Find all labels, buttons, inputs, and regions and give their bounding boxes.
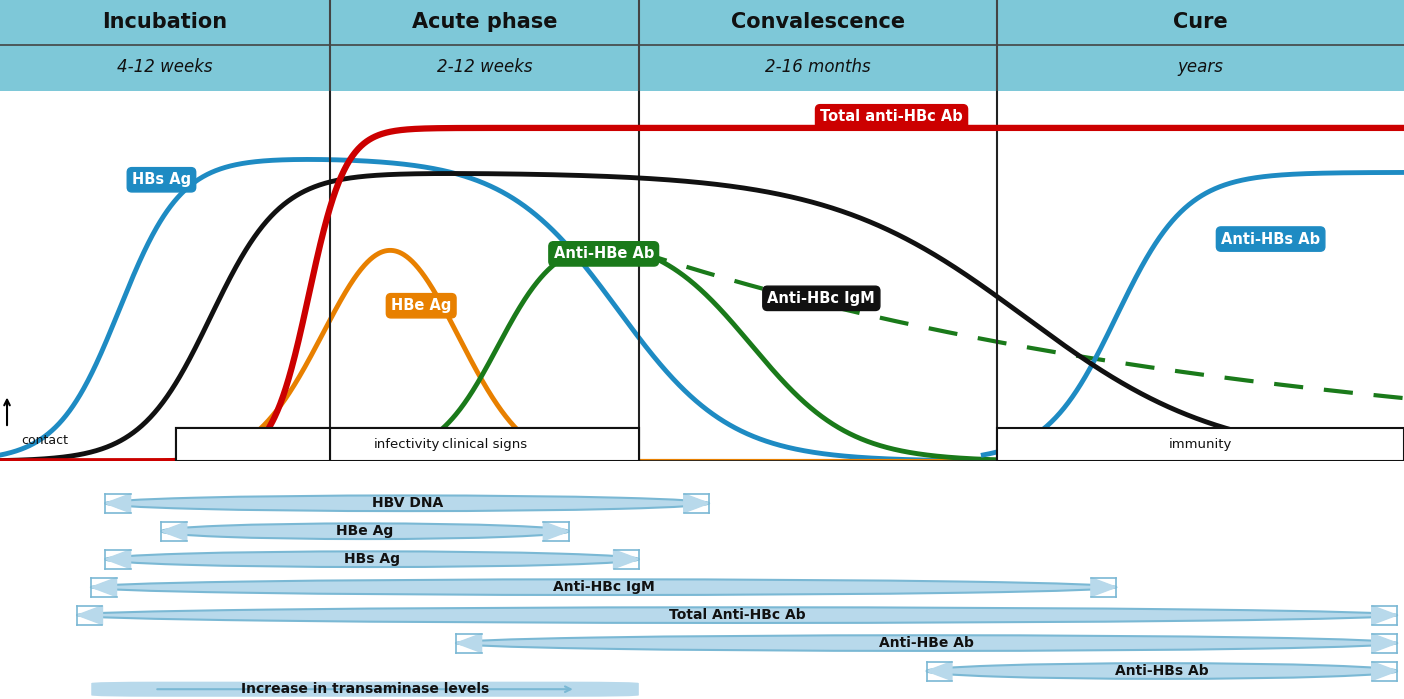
Polygon shape <box>684 493 709 513</box>
Text: Anti-HBs Ab: Anti-HBs Ab <box>1221 231 1320 247</box>
FancyBboxPatch shape <box>330 428 639 461</box>
Text: contact: contact <box>21 435 67 447</box>
FancyBboxPatch shape <box>176 428 330 461</box>
FancyBboxPatch shape <box>91 682 639 697</box>
Ellipse shape <box>105 552 639 567</box>
Text: Cure: Cure <box>1174 12 1227 32</box>
Polygon shape <box>1372 605 1397 625</box>
Polygon shape <box>1091 577 1116 597</box>
Text: Anti-HBc IgM: Anti-HBc IgM <box>768 291 875 306</box>
Polygon shape <box>927 661 952 681</box>
Polygon shape <box>543 521 569 541</box>
Polygon shape <box>105 493 131 513</box>
Ellipse shape <box>77 607 1397 623</box>
Text: immunity: immunity <box>1168 438 1233 451</box>
Polygon shape <box>456 633 482 653</box>
Polygon shape <box>91 577 117 597</box>
Polygon shape <box>77 605 102 625</box>
Polygon shape <box>161 521 187 541</box>
Text: HBs Ag: HBs Ag <box>132 172 191 187</box>
Ellipse shape <box>161 524 569 539</box>
Text: Acute phase: Acute phase <box>411 12 557 32</box>
Text: infectivity: infectivity <box>373 438 441 451</box>
Ellipse shape <box>456 635 1397 651</box>
Ellipse shape <box>91 579 1116 595</box>
Text: HBe Ag: HBe Ag <box>390 298 452 313</box>
Polygon shape <box>105 549 131 569</box>
Ellipse shape <box>927 663 1397 679</box>
Text: 4-12 weeks: 4-12 weeks <box>117 58 213 76</box>
Text: Incubation: Incubation <box>102 12 227 32</box>
Text: Anti-HBe Ab: Anti-HBe Ab <box>553 246 654 261</box>
Polygon shape <box>614 549 639 569</box>
Text: HBV DNA: HBV DNA <box>372 496 442 510</box>
Polygon shape <box>1372 661 1397 681</box>
Text: clinical signs: clinical signs <box>442 438 526 451</box>
Text: Total anti-HBc Ab: Total anti-HBc Ab <box>820 109 963 124</box>
Text: Anti-HBc IgM: Anti-HBc IgM <box>553 580 654 594</box>
Text: Convalescence: Convalescence <box>730 12 906 32</box>
Text: HBe Ag: HBe Ag <box>337 524 393 538</box>
Text: Anti-HBs Ab: Anti-HBs Ab <box>1115 664 1209 678</box>
Text: 2-16 months: 2-16 months <box>765 58 870 76</box>
FancyBboxPatch shape <box>176 428 639 461</box>
FancyBboxPatch shape <box>997 428 1404 461</box>
Ellipse shape <box>105 496 709 511</box>
Polygon shape <box>1372 633 1397 653</box>
Text: 2-12 weeks: 2-12 weeks <box>437 58 532 76</box>
Text: Increase in transaminase levels: Increase in transaminase levels <box>241 682 489 696</box>
Text: HBs Ag: HBs Ag <box>344 552 400 566</box>
Text: Anti-HBe Ab: Anti-HBe Ab <box>879 636 974 650</box>
Text: years: years <box>1178 58 1223 76</box>
Text: Total Anti-HBc Ab: Total Anti-HBc Ab <box>668 608 806 622</box>
